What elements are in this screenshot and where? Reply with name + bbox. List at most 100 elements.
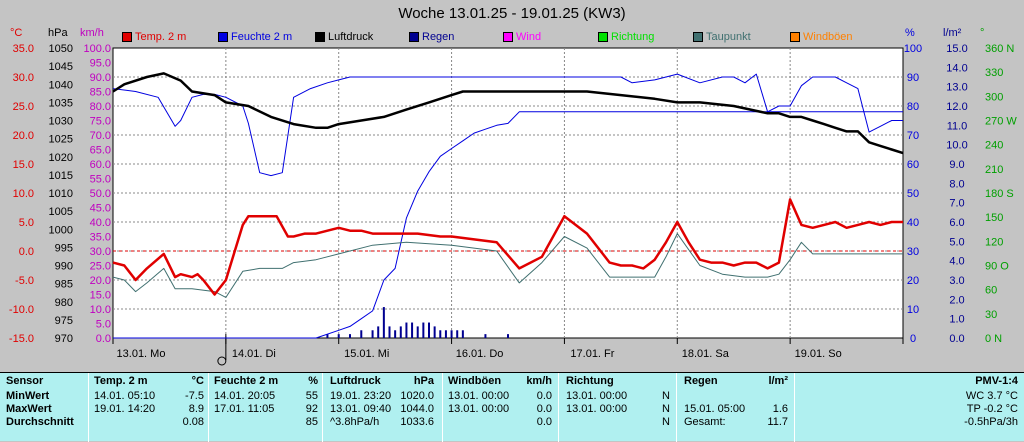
stats-pressure-title: Luftdruck	[330, 375, 381, 387]
stats-rain-max: 15.01. 05:00 1.6	[684, 403, 788, 416]
legend-swatch	[693, 32, 703, 42]
tick-label-wind: 60.0	[90, 159, 111, 171]
tick-label-rain: 9.0	[949, 159, 964, 171]
legend-swatch	[218, 32, 228, 42]
tick-label-rain: 0.0	[949, 333, 964, 345]
tick-label-pressure: 1010	[49, 188, 73, 200]
stats-col-pmv: PMV-1:4 WC 3.7 °C TP -0.2 °C -0.5hPa/3h	[800, 373, 1018, 442]
tick-label-wind: 65.0	[90, 145, 111, 157]
stats-rain-max-time: 15.01. 05:00	[684, 403, 746, 415]
tick-label-wind: 25.0	[90, 261, 111, 273]
rain-bar	[444, 330, 447, 338]
rain-bar	[484, 334, 487, 338]
tick-label-rain: 2.0	[949, 294, 964, 306]
tick-label-pressure: 1005	[49, 206, 73, 218]
rain-bar	[337, 334, 340, 338]
tick-label-pressure: 1050	[49, 43, 73, 55]
series-line-feuchte-2-m	[112, 73, 903, 177]
stats-rain-max-value: 1.6	[772, 403, 788, 415]
tick-label-temp: -15.0	[9, 333, 34, 345]
stats-rain-title: Regen	[684, 375, 718, 387]
legend-swatch	[598, 32, 608, 42]
tick-label-temp: 15.0	[13, 159, 34, 171]
stats-humidity-title: Feuchte 2 m	[214, 375, 279, 387]
tick-label-rain: 1.0	[949, 314, 964, 326]
rain-bar	[439, 330, 442, 338]
tick-label-wind: 80.0	[90, 101, 111, 113]
legend-label: Regen	[422, 31, 455, 43]
tick-label-rain: 3.0	[949, 275, 964, 287]
rain-bar	[326, 334, 329, 338]
tick-label-humidity: 0	[910, 333, 916, 345]
stats-label-max: MaxWert	[6, 403, 52, 415]
axis-unit-rain: l/m²	[943, 27, 962, 39]
stats-pressure-avg: ^3.8hPa/h 1033.6	[330, 416, 434, 429]
tick-label-wind: 50.0	[90, 188, 111, 200]
rain-bar	[394, 330, 397, 338]
stats-humidity-avg: 85	[214, 416, 318, 429]
chart-title: Woche 13.01.25 - 19.01.25 (KW3)	[398, 5, 626, 22]
stats-direction-min: 13.01. 00:00 N	[566, 390, 670, 403]
legend-item: Luftdruck	[315, 31, 373, 43]
tick-label-wind: 20.0	[90, 275, 111, 287]
tick-label-pressure: 1025	[49, 134, 73, 146]
stats-direction-avg-value: N	[662, 416, 670, 428]
tick-label-pressure: 1040	[49, 79, 73, 91]
axis-unit-temp: °C	[10, 27, 22, 39]
stats-direction-min-value: N	[662, 390, 670, 402]
time-cursor-handle	[217, 356, 227, 366]
stats-gusts-min-time: 13.01. 00:00	[448, 390, 510, 402]
chart-svg: °C hPa km/h% l/m² ° 35.0 30.0 25.0 20.0 15.0 10.0 5…	[9, 27, 1017, 366]
rain-bar	[461, 330, 464, 338]
stats-gusts-max: 13.01. 00:00 0.0	[448, 403, 552, 416]
tick-label-humidity: 50	[907, 188, 919, 200]
tick-label-rain: 7.0	[949, 198, 964, 210]
stats-direction-avg: N	[566, 416, 670, 429]
rain-bar	[411, 322, 414, 338]
stats-header-gusts: Windböen km/h	[448, 373, 552, 390]
legend-item: Taupunkt	[693, 31, 751, 43]
legend-label: Taupunkt	[706, 31, 751, 43]
tick-label-humidity: 70	[907, 130, 919, 142]
stats-col-humidity: Feuchte 2 m% 14.01. 20:05 55 17.01. 11:05…	[214, 373, 318, 442]
tick-label-wind: 55.0	[90, 174, 111, 186]
tick-label-rain: 11.0	[947, 120, 968, 132]
tick-label-temp: 25.0	[13, 101, 34, 113]
stats-rain-total: Gesamt: 11.7	[684, 416, 788, 429]
rain-bar	[416, 326, 419, 338]
stats-divider	[322, 373, 323, 442]
tick-label-direction: 0 N	[985, 333, 1002, 345]
stats-header-pressure: Luftdruck hPa	[330, 373, 434, 390]
axis-unit-direction: °	[980, 27, 984, 39]
rain-bar	[382, 307, 385, 338]
tick-label-pressure: 1020	[49, 152, 73, 164]
stats-pressure-min: 19.01. 23:20 1020.0	[330, 390, 434, 403]
tick-label-humidity: 90	[907, 72, 919, 84]
stats-gusts-avg: 0.0	[448, 416, 552, 429]
rain-bar	[428, 322, 430, 338]
stats-temp-max-value: 8.9	[188, 403, 204, 415]
legend-label: Luftdruck	[328, 31, 374, 43]
tick-label-wind: 85.0	[90, 87, 111, 99]
tick-label-day: 15.01. Mi	[344, 348, 389, 360]
rain-bar	[422, 322, 425, 338]
tick-label-wind: 5.0	[96, 319, 111, 331]
stats-col-rain: Regen l/m² 15.01. 05:00 1.6 Gesamt: 11.7	[684, 373, 788, 442]
legend-item: Regen	[409, 31, 454, 43]
stats-divider	[558, 373, 559, 442]
tick-label-wind: 30.0	[90, 246, 111, 258]
stats-humidity-min: 14.01. 20:05 55	[214, 390, 318, 403]
rain-bar	[456, 330, 459, 338]
legend-item: Wind	[503, 31, 541, 43]
stats-humidity-max-value: 92	[305, 403, 318, 415]
tick-label-wind: 0.0	[96, 333, 111, 345]
rain-bar	[360, 330, 363, 338]
stats-rain-total-value: 11.7	[767, 416, 788, 428]
tick-label-rain: 5.0	[949, 236, 964, 248]
stats-temp-avg-value: 0.08	[182, 416, 204, 428]
tick-label-day: 17.01. Fr	[570, 348, 614, 360]
legend-item: Feuchte 2 m	[218, 31, 292, 43]
stats-humidity-min-time: 14.01. 20:05	[214, 390, 276, 402]
rain-bar	[399, 326, 402, 338]
rain-bar	[388, 326, 391, 338]
